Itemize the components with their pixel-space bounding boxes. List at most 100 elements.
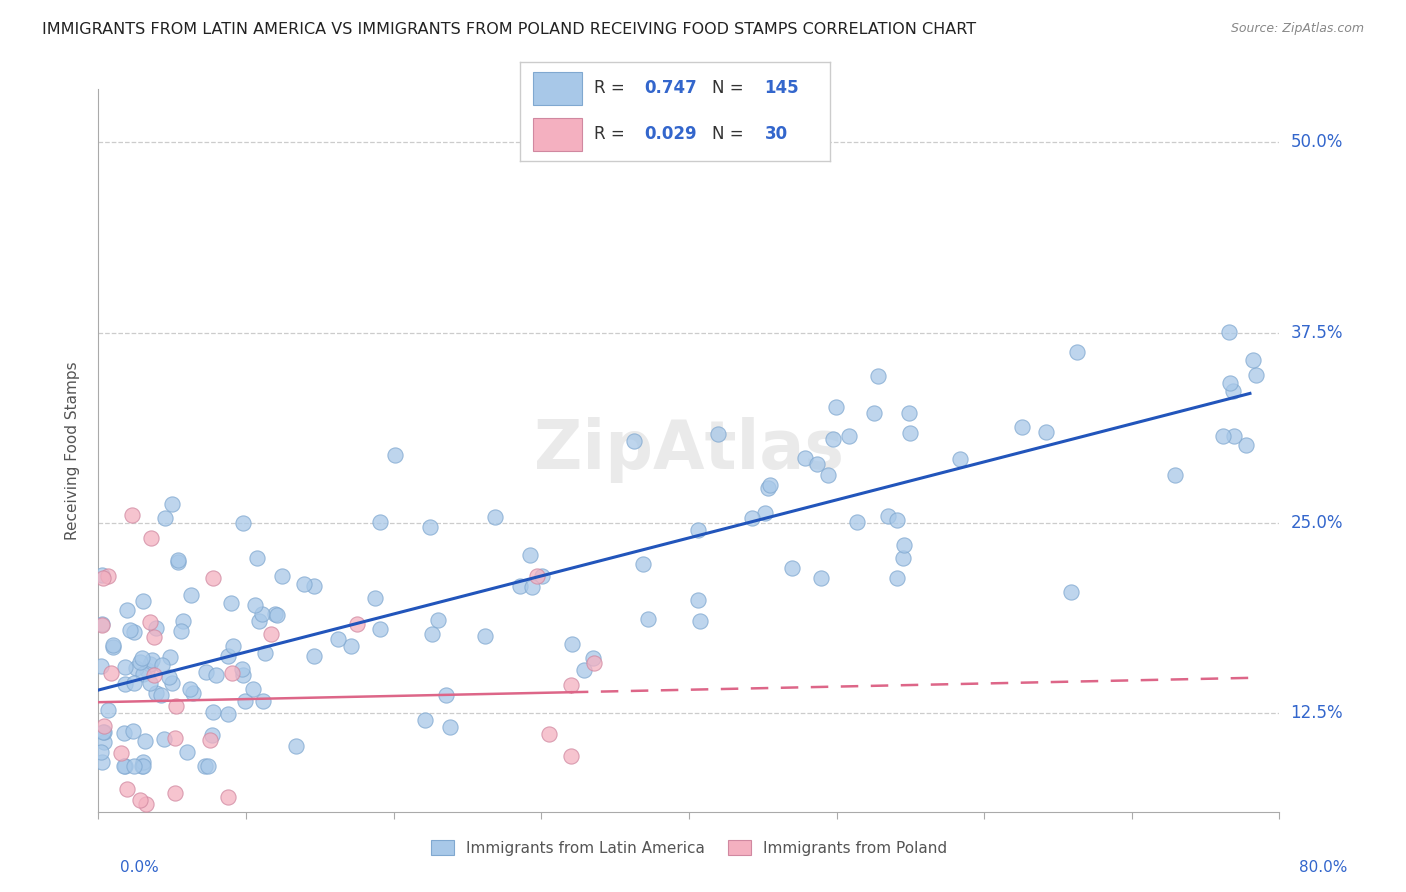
Point: [131, 759, 153, 773]
Point: [180, 588, 202, 602]
Point: [1222, 384, 1244, 398]
Point: [368, 623, 391, 637]
Point: [233, 693, 256, 707]
Point: [117, 782, 139, 797]
Point: [260, 626, 283, 640]
Point: [170, 624, 193, 639]
Point: [219, 596, 242, 610]
Text: 0.0%: 0.0%: [120, 861, 159, 875]
Point: [284, 739, 307, 753]
Point: [264, 848, 287, 863]
Point: [232, 516, 254, 530]
Point: [326, 632, 349, 647]
Point: [231, 662, 253, 676]
Point: [179, 681, 201, 696]
Point: [159, 649, 181, 664]
Point: [439, 720, 461, 734]
Point: [582, 651, 605, 665]
Point: [526, 569, 548, 583]
Point: [200, 732, 222, 747]
Text: 12.5%: 12.5%: [1291, 704, 1343, 722]
Point: [631, 558, 654, 572]
Point: [560, 749, 582, 764]
Point: [250, 607, 273, 621]
Point: [572, 663, 595, 677]
Point: [122, 759, 145, 773]
Point: [110, 746, 132, 760]
Point: [139, 615, 162, 629]
Point: [806, 457, 828, 471]
Point: [114, 659, 136, 673]
Point: [474, 629, 496, 643]
Point: [122, 724, 145, 739]
Point: [93, 571, 115, 585]
Point: [181, 686, 204, 700]
Point: [153, 511, 176, 525]
Point: [217, 707, 239, 722]
Point: [886, 513, 908, 527]
Point: [90, 568, 112, 582]
Point: [531, 569, 554, 583]
Point: [172, 614, 194, 628]
Text: 0.029: 0.029: [644, 125, 696, 143]
Point: [877, 509, 900, 524]
Point: [427, 613, 450, 627]
Point: [197, 759, 219, 773]
Point: [145, 621, 167, 635]
Point: [114, 759, 136, 773]
Point: [93, 734, 115, 748]
Point: [152, 731, 174, 746]
Point: [821, 432, 844, 446]
Text: Source: ZipAtlas.com: Source: ZipAtlas.com: [1230, 22, 1364, 36]
Point: [118, 624, 141, 638]
Point: [838, 428, 860, 442]
Point: [509, 579, 531, 593]
Point: [103, 639, 125, 653]
Point: [131, 651, 153, 665]
Point: [706, 427, 728, 442]
Point: [756, 481, 779, 495]
Text: 80.0%: 80.0%: [1299, 861, 1347, 875]
Point: [1212, 429, 1234, 443]
Point: [162, 676, 184, 690]
Point: [97, 569, 120, 583]
Point: [898, 425, 921, 440]
Point: [135, 797, 157, 811]
Point: [145, 685, 167, 699]
Point: [419, 520, 441, 534]
Point: [90, 617, 112, 632]
Y-axis label: Receiving Food Stamps: Receiving Food Stamps: [65, 361, 80, 540]
Point: [124, 625, 146, 640]
Point: [157, 670, 180, 684]
Point: [1241, 353, 1264, 368]
Point: [1218, 325, 1240, 339]
Point: [1219, 376, 1241, 390]
Point: [121, 508, 143, 522]
Point: [201, 728, 224, 742]
Point: [90, 659, 112, 673]
Point: [862, 406, 884, 420]
Text: R =: R =: [595, 125, 630, 143]
Point: [165, 787, 187, 801]
Point: [1066, 345, 1088, 359]
Point: [741, 510, 763, 524]
Point: [264, 607, 287, 621]
Point: [101, 640, 124, 655]
Point: [560, 678, 582, 692]
Point: [138, 657, 160, 671]
Point: [90, 756, 112, 770]
Point: [221, 639, 243, 653]
Point: [129, 655, 152, 669]
Point: [868, 368, 890, 383]
Point: [519, 548, 541, 562]
Point: [1222, 429, 1244, 443]
Point: [112, 726, 135, 740]
Point: [202, 571, 225, 585]
Point: [218, 789, 240, 804]
Point: [132, 759, 155, 773]
Point: [242, 682, 264, 697]
Point: [195, 665, 218, 680]
Point: [537, 727, 560, 741]
Point: [637, 612, 659, 626]
Point: [90, 745, 112, 759]
